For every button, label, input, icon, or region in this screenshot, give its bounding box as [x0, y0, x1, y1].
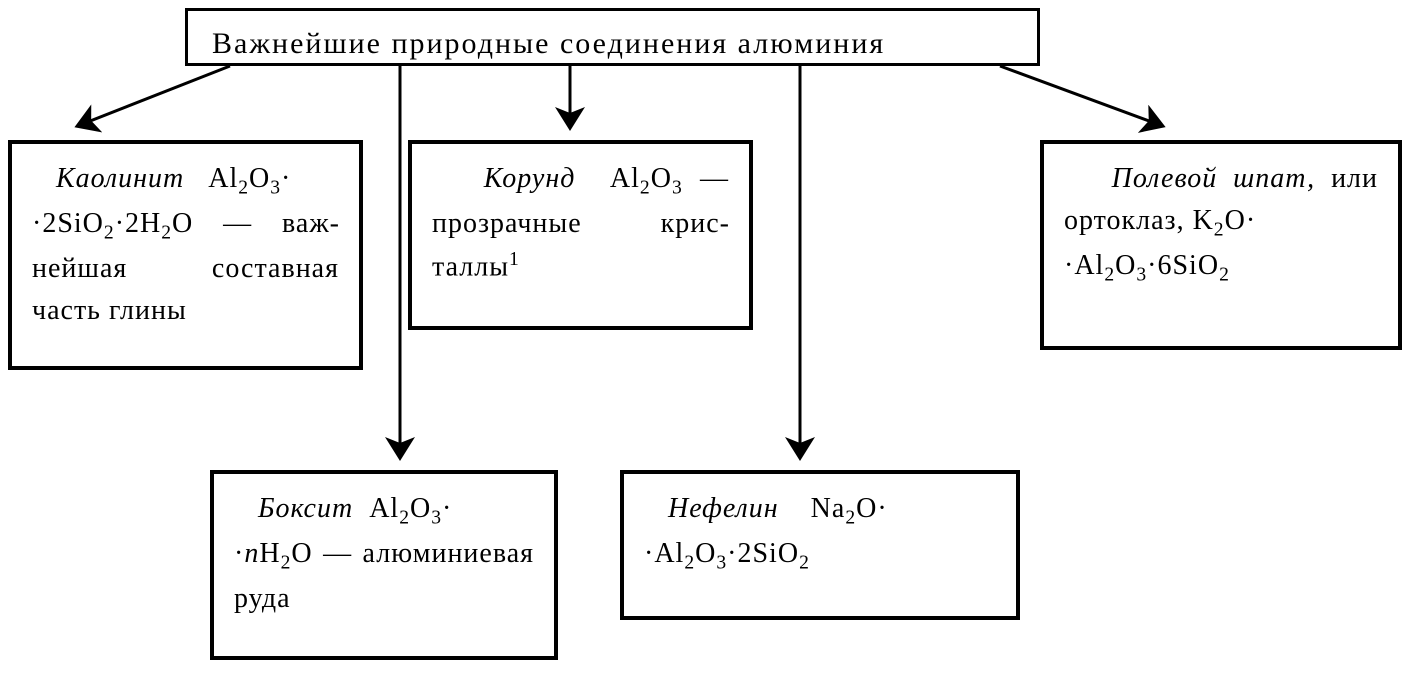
diagram-title: Важнейшие природные соединения алюминия [212, 21, 1013, 66]
node-corundum-tail: — прозрачные крис­таллы [432, 163, 729, 282]
node-kaolinite-text: Каолинит Al2O3··2SiO2·2H2O — важ­нейшая … [32, 158, 339, 332]
node-nepheline-name: Нефелин [668, 493, 779, 524]
node-corundum: Корунд Al2O3 — прозрачные крис­таллы1 [408, 140, 753, 330]
node-bauxite-text: Боксит Al2O3··nH2O — алюмини­евая руда [234, 488, 534, 620]
node-feldspar-name: Полевой шпат, [1112, 163, 1316, 194]
arrow-line [80, 66, 230, 125]
node-nepheline-text: Нефелин Na2O··Al2O3·2SiO2 [644, 488, 996, 578]
node-feldspar-text: Полевой шпат, или ортоклаз, K2O··Al2O3·6… [1064, 158, 1378, 290]
node-corundum-sup: 1 [509, 249, 520, 270]
arrow-line [1000, 66, 1160, 125]
title-box: Важнейшие природные соединения алюминия [185, 8, 1040, 66]
node-nepheline: Нефелин Na2O··Al2O3·2SiO2 [620, 470, 1020, 620]
node-corundum-name: Корунд [484, 163, 576, 194]
node-bauxite: Боксит Al2O3··nH2O — алюмини­евая руда [210, 470, 558, 660]
node-bauxite-name: Боксит [258, 493, 353, 524]
node-kaolinite-name: Каолинит [56, 163, 184, 194]
node-feldspar: Полевой шпат, или ортоклаз, K2O··Al2O3·6… [1040, 140, 1402, 350]
node-kaolinite: Каолинит Al2O3··2SiO2·2H2O — важ­нейшая … [8, 140, 363, 370]
node-corundum-formula: Al2O3 [610, 163, 683, 194]
node-corundum-text: Корунд Al2O3 — прозрачные крис­таллы1 [432, 158, 729, 288]
